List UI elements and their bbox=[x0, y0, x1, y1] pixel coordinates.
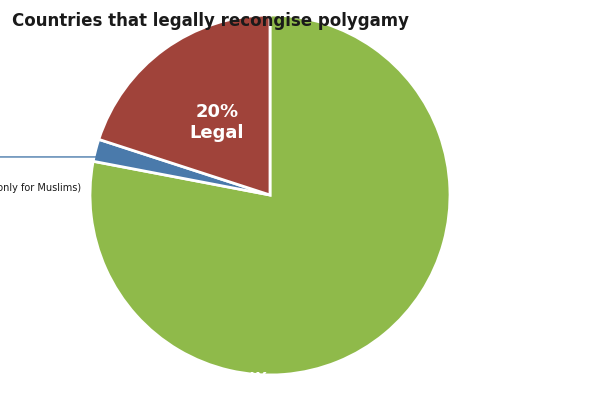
Text: Countries that legally recongise polygamy: Countries that legally recongise polygam… bbox=[12, 12, 409, 30]
Text: 20%
Legal: 20% Legal bbox=[190, 103, 244, 142]
Wedge shape bbox=[99, 15, 270, 195]
Text: Legal (only for Muslims): Legal (only for Muslims) bbox=[0, 182, 81, 192]
Text: 2%: 2% bbox=[0, 150, 119, 164]
Text: 46 COUNTRIES LEGALLY: 46 COUNTRIES LEGALLY bbox=[82, 371, 266, 385]
Wedge shape bbox=[90, 15, 450, 375]
Wedge shape bbox=[93, 139, 270, 195]
